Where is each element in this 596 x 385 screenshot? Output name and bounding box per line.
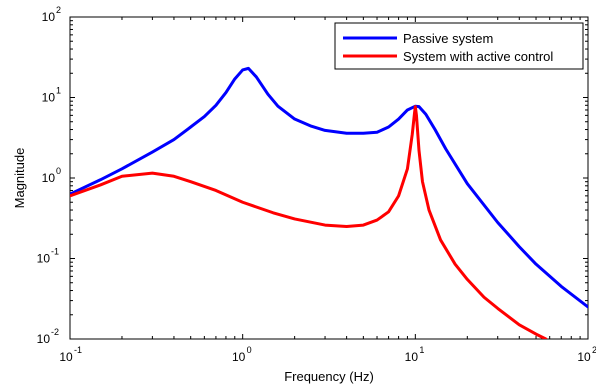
y-tick-label-base: 10	[42, 91, 56, 105]
x-tick-label: 10 2	[577, 345, 596, 364]
x-tick-label-exponent: 2	[592, 345, 596, 355]
y-tick-label-base: 10	[37, 332, 51, 346]
y-tick-label-exponent: -2	[51, 327, 59, 337]
y-tick-label-exponent: 0	[56, 166, 61, 176]
y-tick-label: 10 -2	[37, 327, 59, 346]
legend-label-passive: Passive system	[403, 31, 493, 46]
y-tick-label: 10 -1	[37, 247, 59, 266]
legend: Passive system System with active contro…	[335, 23, 583, 69]
x-tick-label: 10 -1	[59, 345, 82, 364]
y-tick-label: 10 2	[42, 5, 61, 24]
y-tick-label-base: 10	[37, 252, 51, 266]
x-tick-label-exponent: 1	[419, 345, 424, 355]
x-tick-label: 10 0	[232, 345, 252, 364]
x-tick-label-base: 10	[577, 350, 591, 364]
x-tick-label-base: 10	[405, 350, 419, 364]
y-tick-label-base: 10	[42, 171, 56, 185]
x-tick-labels: 10 -1 10 0 10 1 10 2	[59, 345, 596, 364]
x-tick-label-base: 10	[232, 350, 246, 364]
y-tick-label: 10 1	[42, 86, 61, 105]
x-tick-label-exponent: -1	[74, 345, 82, 355]
x-tick-label-base: 10	[59, 350, 73, 364]
y-tick-label-exponent: 2	[56, 5, 61, 15]
legend-label-active: System with active control	[403, 49, 553, 64]
x-tick-label-exponent: 0	[247, 345, 252, 355]
y-tick-label: 10 0	[42, 166, 61, 185]
y-axis-label: Magnitude	[12, 148, 27, 209]
y-tick-label-exponent: 1	[56, 86, 61, 96]
x-tick-label: 10 1	[405, 345, 425, 364]
y-tick-label-exponent: -1	[51, 247, 59, 257]
x-axis-label: Frequency (Hz)	[284, 369, 374, 384]
y-tick-label-base: 10	[42, 10, 56, 24]
